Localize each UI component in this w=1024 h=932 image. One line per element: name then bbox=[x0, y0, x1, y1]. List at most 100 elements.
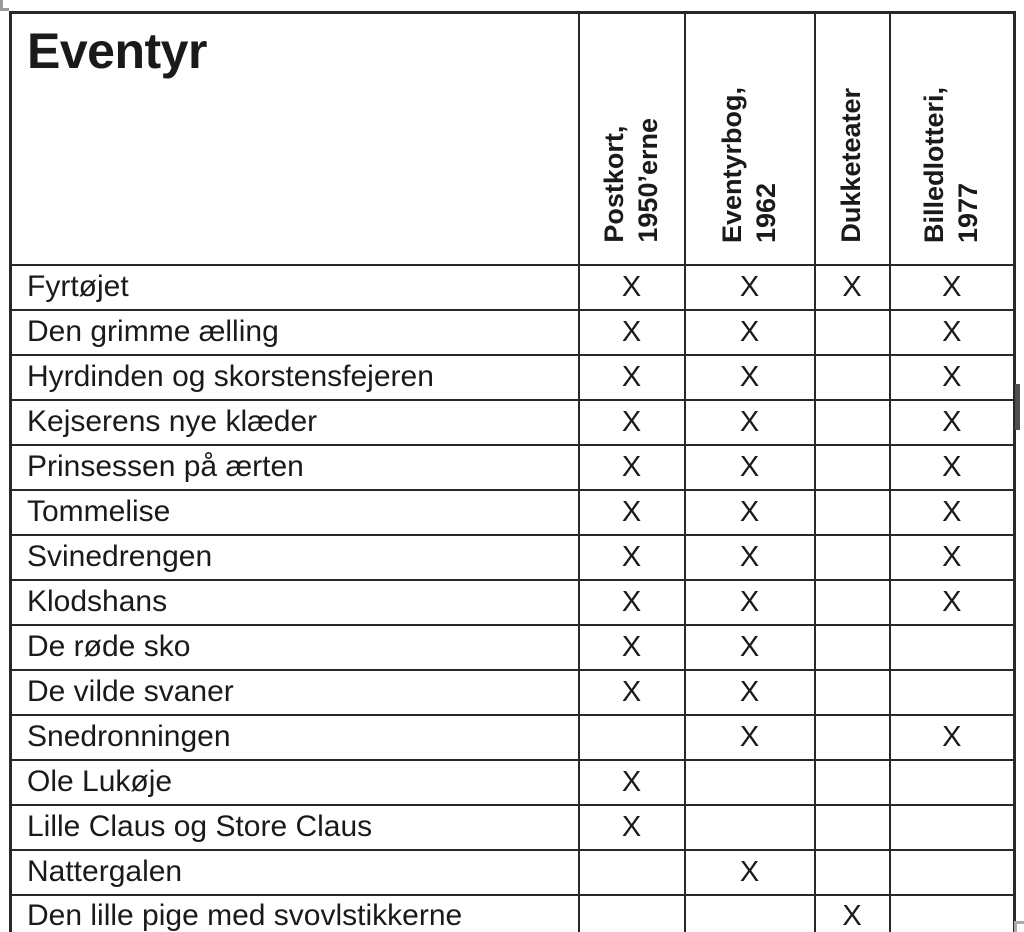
mark-cell-postkort bbox=[577, 894, 686, 932]
fairy-tale-title: Kejserens nye klæder bbox=[9, 399, 580, 446]
mark-cell-eventyrbog bbox=[683, 894, 816, 932]
mark-cell-eventyrbog: X bbox=[683, 444, 816, 491]
mark-cell-billedlotteri bbox=[888, 894, 1016, 932]
table-anchor-mark-vertical bbox=[0, 0, 3, 11]
mark-cell-billedlotteri: X bbox=[888, 399, 1016, 446]
mark-cell-postkort: X bbox=[577, 264, 686, 311]
table-body: Fyrtøjet X X X X Den grimme ælling X X X Hyrdinde… bbox=[9, 264, 1016, 932]
mark-cell-eventyrbog: X bbox=[683, 264, 816, 311]
fairy-tale-title: Nattergalen bbox=[9, 849, 580, 896]
mark-cell-billedlotteri bbox=[888, 804, 1016, 851]
mark-cell-dukketeater bbox=[813, 579, 891, 626]
mark-cell-eventyrbog: X bbox=[683, 489, 816, 536]
table-title-cell: Eventyr bbox=[9, 11, 580, 266]
table-resize-mark-horizontal bbox=[1014, 921, 1024, 924]
table-row: Nattergalen X bbox=[9, 849, 1016, 896]
column-header-label-billedlotteri: Billedlotteri, 1977 bbox=[919, 86, 983, 243]
fairy-tale-title: De vilde svaner bbox=[9, 669, 580, 716]
mark-cell-postkort: X bbox=[577, 804, 686, 851]
table-row: De røde sko X X bbox=[9, 624, 1016, 671]
mark-cell-postkort: X bbox=[577, 579, 686, 626]
column-header-label-dukketeater: Dukketeater bbox=[836, 88, 867, 243]
mark-cell-eventyrbog: X bbox=[683, 579, 816, 626]
mark-cell-postkort: X bbox=[577, 624, 686, 671]
table-row: Klodshans X X X bbox=[9, 579, 1016, 626]
column-header-dukketeater: Dukketeater bbox=[813, 11, 891, 266]
table-row: Svinedrengen X X X bbox=[9, 534, 1016, 581]
fairy-tale-title: Klodshans bbox=[9, 579, 580, 626]
mark-cell-billedlotteri: X bbox=[888, 444, 1016, 491]
mark-cell-eventyrbog bbox=[683, 804, 816, 851]
mark-cell-dukketeater bbox=[813, 669, 891, 716]
table-row: Ole Lukøje X bbox=[9, 759, 1016, 806]
fairy-tale-title: Prinsessen på ærten bbox=[9, 444, 580, 491]
mark-cell-eventyrbog bbox=[683, 759, 816, 806]
mark-cell-dukketeater bbox=[813, 444, 891, 491]
mark-cell-billedlotteri: X bbox=[888, 309, 1016, 356]
fairy-tale-title: Den lille pige med svovlstikkerne bbox=[9, 894, 580, 932]
mark-cell-billedlotteri bbox=[888, 669, 1016, 716]
fairy-tale-title: De røde sko bbox=[9, 624, 580, 671]
mark-cell-billedlotteri: X bbox=[888, 354, 1016, 401]
table-anchor-mark-horizontal bbox=[0, 8, 9, 11]
mark-cell-billedlotteri: X bbox=[888, 489, 1016, 536]
fairy-tale-title: Tommelise bbox=[9, 489, 580, 536]
mark-cell-eventyrbog: X bbox=[683, 714, 816, 761]
column-header-label-postkort: Postkort, 1950’erne bbox=[598, 118, 663, 243]
mark-cell-postkort: X bbox=[577, 309, 686, 356]
mark-cell-eventyrbog: X bbox=[683, 534, 816, 581]
text-cursor-mark bbox=[1015, 384, 1020, 430]
mark-cell-dukketeater bbox=[813, 534, 891, 581]
column-header-postkort: Postkort, 1950’erne bbox=[577, 11, 686, 266]
mark-cell-postkort: X bbox=[577, 399, 686, 446]
table-row: Prinsessen på ærten X X X bbox=[9, 444, 1016, 491]
fairy-tale-title: Ole Lukøje bbox=[9, 759, 580, 806]
table-row: Hyrdinden og skorstensfejeren X X X bbox=[9, 354, 1016, 401]
fairy-tale-title: Snedronningen bbox=[9, 714, 580, 761]
column-header-label-eventyrbog: Eventyrbog, 1962 bbox=[716, 86, 781, 243]
fairy-tale-title: Fyrtøjet bbox=[9, 264, 580, 311]
mark-cell-dukketeater bbox=[813, 489, 891, 536]
table-row: Snedronningen X X bbox=[9, 714, 1016, 761]
fairy-tale-title: Lille Claus og Store Claus bbox=[9, 804, 580, 851]
column-header-eventyrbog: Eventyrbog, 1962 bbox=[683, 11, 816, 266]
table-row: Kejserens nye klæder X X X bbox=[9, 399, 1016, 446]
mark-cell-postkort: X bbox=[577, 354, 686, 401]
fairy-tale-title: Den grimme ælling bbox=[9, 309, 580, 356]
mark-cell-dukketeater bbox=[813, 354, 891, 401]
mark-cell-dukketeater bbox=[813, 399, 891, 446]
column-header-billedlotteri: Billedlotteri, 1977 bbox=[888, 11, 1016, 266]
mark-cell-eventyrbog: X bbox=[683, 849, 816, 896]
mark-cell-postkort: X bbox=[577, 444, 686, 491]
mark-cell-eventyrbog: X bbox=[683, 354, 816, 401]
table-row: Den lille pige med svovlstikkerne X bbox=[9, 894, 1016, 932]
table-row: Fyrtøjet X X X X bbox=[9, 264, 1016, 311]
mark-cell-dukketeater bbox=[813, 849, 891, 896]
mark-cell-eventyrbog: X bbox=[683, 309, 816, 356]
mark-cell-dukketeater bbox=[813, 309, 891, 356]
mark-cell-eventyrbog: X bbox=[683, 624, 816, 671]
table-row: Tommelise X X X bbox=[9, 489, 1016, 536]
mark-cell-postkort bbox=[577, 714, 686, 761]
mark-cell-billedlotteri: X bbox=[888, 264, 1016, 311]
mark-cell-dukketeater: X bbox=[813, 264, 891, 311]
mark-cell-billedlotteri: X bbox=[888, 714, 1016, 761]
table-row: Den grimme ælling X X X bbox=[9, 309, 1016, 356]
eventyr-table: Eventyr Postkort, 1950’erne Eventyrbog, … bbox=[9, 11, 1016, 932]
mark-cell-eventyrbog: X bbox=[683, 399, 816, 446]
table-resize-mark-vertical bbox=[1014, 921, 1017, 932]
mark-cell-eventyrbog: X bbox=[683, 669, 816, 716]
mark-cell-billedlotteri bbox=[888, 849, 1016, 896]
mark-cell-postkort: X bbox=[577, 759, 686, 806]
table-row: Lille Claus og Store Claus X bbox=[9, 804, 1016, 851]
mark-cell-billedlotteri: X bbox=[888, 534, 1016, 581]
mark-cell-dukketeater bbox=[813, 759, 891, 806]
mark-cell-postkort bbox=[577, 849, 686, 896]
mark-cell-billedlotteri bbox=[888, 759, 1016, 806]
header-row: Eventyr Postkort, 1950’erne Eventyrbog, … bbox=[9, 11, 1016, 266]
page-title: Eventyr bbox=[27, 23, 207, 79]
mark-cell-postkort: X bbox=[577, 489, 686, 536]
mark-cell-dukketeater bbox=[813, 714, 891, 761]
mark-cell-dukketeater bbox=[813, 624, 891, 671]
